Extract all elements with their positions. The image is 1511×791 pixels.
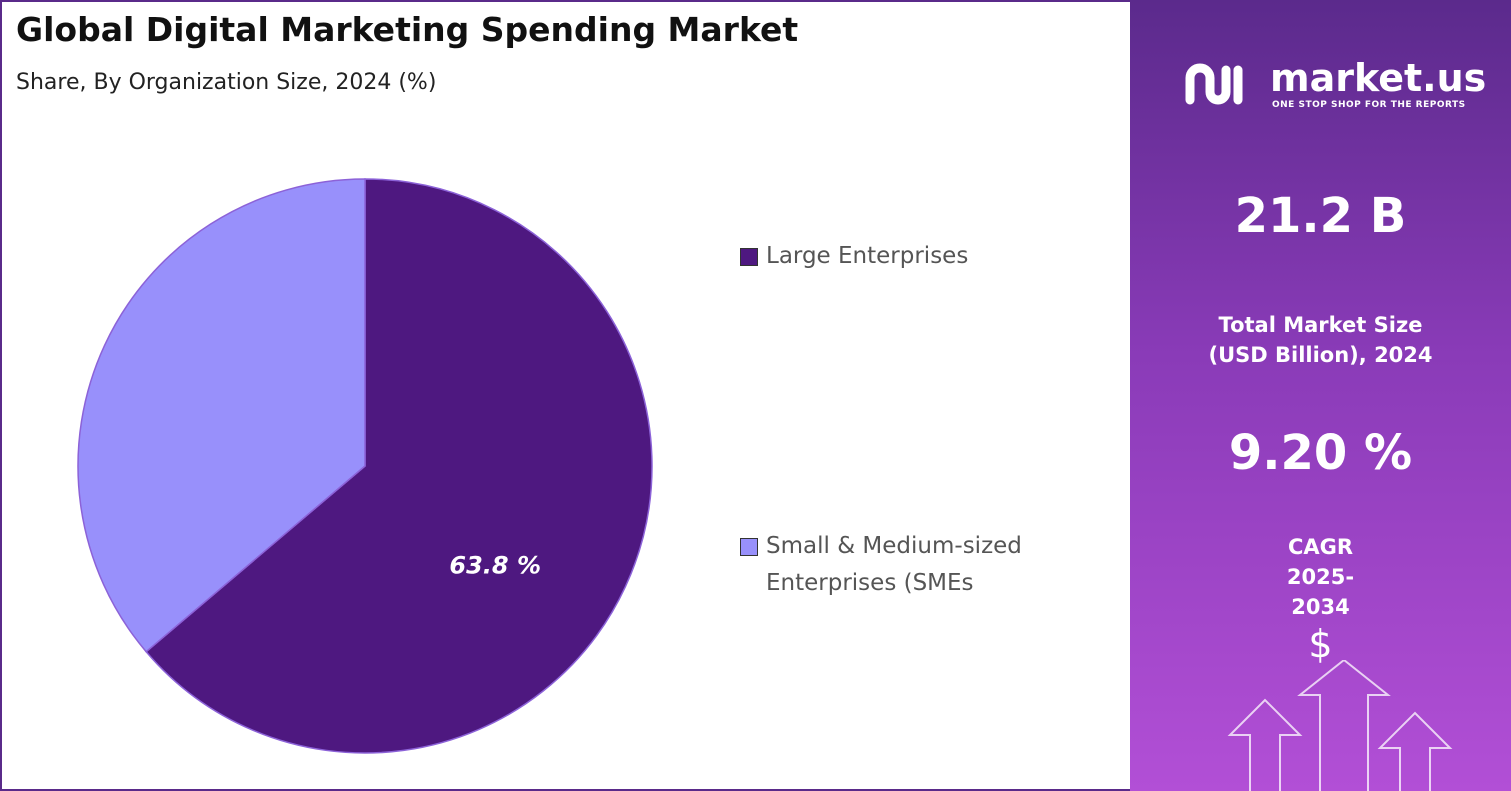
- data-label: 63.8 %: [449, 551, 541, 579]
- logo-icon: [1185, 63, 1243, 105]
- tagline: ONE STOP SHOP FOR THE REPORTS: [1272, 100, 1466, 110]
- side-panel: market.us ONE STOP SHOP FOR THE REPORTS …: [1130, 0, 1511, 791]
- legend-swatch: [740, 248, 758, 266]
- pie-slice: [145, 178, 653, 754]
- legend-item: Large Enterprises: [740, 238, 1060, 275]
- chart-title: Global Digital Marketing Spending Market: [16, 10, 799, 49]
- cagr: 9.20 %: [1228, 425, 1413, 481]
- icon-symbol: $: [1308, 622, 1333, 666]
- cagr-label: CAGR 2025-2034: [1286, 535, 1355, 619]
- market-size-label: Total Market Size (USD Billion), 2024: [1208, 313, 1433, 367]
- legend-label: Large Enterprises: [766, 243, 969, 269]
- chart-subtitle: Share, By Organization Size, 2024 (%): [16, 70, 437, 95]
- legend-item: Small & Medium-sized Enterprises (SMEs: [740, 528, 1060, 602]
- chart: 63.8 %: [77, 178, 653, 754]
- brand: market.us: [1270, 56, 1487, 100]
- legend-label: Small & Medium-sized Enterprises (SMEs: [766, 533, 1022, 596]
- market-size: 21.2 B: [1234, 188, 1407, 244]
- arrows-icon: [1227, 660, 1453, 791]
- chart-area: [0, 0, 1130, 791]
- legend-swatch: [740, 538, 758, 556]
- pie-slice: [77, 178, 366, 653]
